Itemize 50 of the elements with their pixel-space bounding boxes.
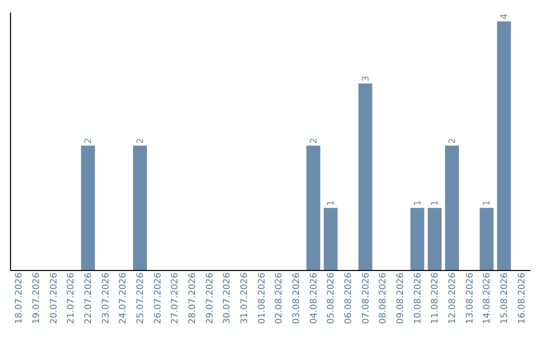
x-tick-label: 13.08.2026 [465, 272, 476, 324]
x-tick-label: 03.08.2026 [292, 272, 302, 324]
bar [428, 208, 442, 270]
x-tick-label: 07.08.2026 [361, 272, 372, 324]
x-tick-label: 28.07.2026 [188, 272, 198, 324]
data-label: 2 [84, 138, 94, 144]
bar [358, 83, 372, 270]
x-tick-label: 25.07.2026 [136, 272, 146, 324]
x-tick-label: 19.07.2026 [32, 272, 42, 324]
x-tick-label: 06.08.2026 [344, 272, 354, 324]
x-tick-label: 12.08.2026 [448, 272, 458, 324]
x-tick-label: 01.08.2026 [257, 272, 268, 324]
x-tick-label: 29.07.2026 [205, 272, 216, 324]
data-label: 3 [361, 76, 372, 82]
x-tick-label: 31.07.2026 [240, 272, 250, 324]
data-label: 1 [326, 200, 337, 206]
x-tick-label: 18.07.2026 [14, 272, 25, 324]
x-tick-label: 23.07.2026 [101, 272, 112, 324]
data-label: 2 [448, 138, 458, 144]
bar [133, 146, 147, 270]
x-tick-label: 16.08.2026 [517, 272, 528, 324]
x-tick-label: 04.08.2026 [309, 272, 320, 324]
x-tick-label: 10.08.2026 [413, 272, 424, 324]
data-label: 1 [413, 200, 424, 206]
data-label: 1 [482, 200, 493, 206]
x-tick-label: 22.07.2026 [84, 272, 94, 324]
x-tick-label: 21.07.2026 [66, 272, 77, 324]
bar [324, 208, 338, 270]
bar [81, 146, 95, 270]
x-tick-label: 26.07.2026 [153, 272, 164, 324]
bar [445, 146, 459, 270]
data-label: 2 [136, 138, 146, 144]
x-tick-label: 09.08.2026 [396, 272, 406, 324]
x-tick-label: 27.07.2026 [170, 272, 181, 324]
bar [497, 21, 511, 270]
x-tick-label: 24.07.2026 [118, 272, 129, 324]
bar [410, 208, 424, 270]
data-label: 2 [309, 138, 320, 144]
data-label: 1 [430, 200, 441, 206]
bar [306, 146, 320, 270]
bar [480, 208, 494, 270]
x-tick-label: 11.08.2026 [430, 272, 441, 324]
x-tick-label: 08.08.2026 [378, 272, 389, 324]
x-tick-label: 30.07.2026 [222, 272, 233, 324]
x-tick-label: 15.08.2026 [500, 272, 510, 324]
x-tick-label: 02.08.2026 [274, 272, 285, 324]
data-label: 4 [500, 13, 510, 20]
x-tick-label: 05.08.2026 [326, 272, 337, 324]
x-tick-label: 14.08.2026 [482, 272, 493, 324]
x-tick-label: 20.07.2026 [49, 272, 60, 324]
